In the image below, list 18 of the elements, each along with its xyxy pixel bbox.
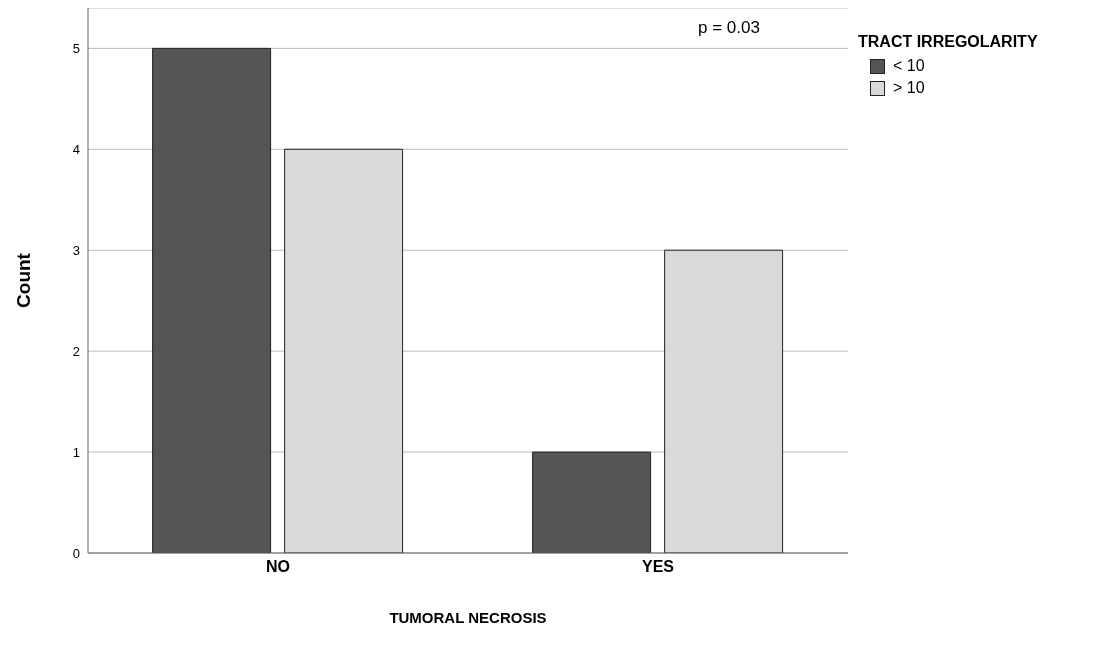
y-tick-label: 3 xyxy=(72,242,80,258)
bar xyxy=(152,47,272,553)
y-tick-label: 0 xyxy=(72,545,80,561)
legend-title: TRACT IRREGOLARITY xyxy=(858,33,1039,51)
x-tick-label: YES xyxy=(641,558,675,576)
x-tick-label: NO xyxy=(266,558,290,576)
annotation: p = 0.03 xyxy=(698,18,760,38)
x-axis-title: TUMORAL NECROSIS xyxy=(389,609,547,626)
y-tick-label: 5 xyxy=(72,40,80,56)
y-axis-title: Count xyxy=(12,252,34,308)
bar xyxy=(664,249,784,553)
legend-label: > 10 xyxy=(893,79,925,97)
bar xyxy=(284,148,404,553)
y-tick-label: 1 xyxy=(72,444,80,460)
legend-label: < 10 xyxy=(893,57,925,75)
bar xyxy=(532,451,652,553)
y-tick-label: 4 xyxy=(72,141,80,157)
y-tick-label: 2 xyxy=(72,343,80,359)
